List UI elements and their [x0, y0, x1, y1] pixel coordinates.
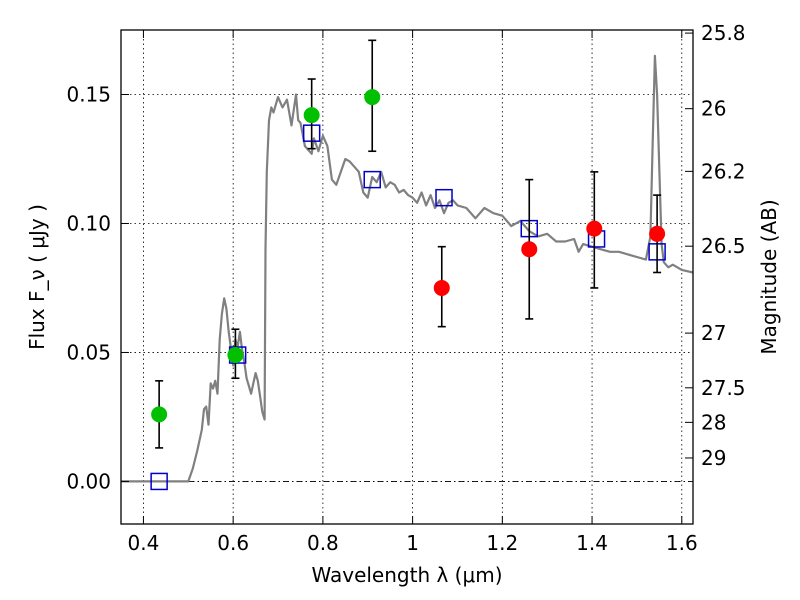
- x-tick-label: 0.6: [217, 531, 249, 555]
- y-right-tick-label: 26.2: [701, 159, 746, 183]
- y-tick-label: 0.00: [66, 469, 111, 493]
- model-square-point: [363, 170, 381, 189]
- y-right-tick-label: 27.5: [701, 376, 746, 400]
- data-point: [649, 225, 666, 242]
- y-right-tick-label: 26: [701, 97, 726, 121]
- y-tick-label: 0.05: [66, 340, 111, 364]
- y-right-tick-label: 26.5: [701, 234, 746, 258]
- data-point: [521, 241, 538, 258]
- model-square-point: [435, 188, 453, 207]
- y-right-tick-label: 25.8: [701, 21, 746, 45]
- model-spectrum-line: [121, 54, 694, 483]
- x-tick-label: 0.4: [128, 531, 160, 555]
- x-tick-label: 1.2: [486, 531, 518, 555]
- data-point: [364, 89, 381, 106]
- plot-series: [121, 39, 694, 491]
- plot-frame: [120, 29, 694, 525]
- axis-ticks: 0.4 0.6 0.8 1 1.2 1.4 1.6 0.00 0.05 0.10 0.15 25.8 2…: [66, 21, 745, 555]
- x-axis-label: Wavelength λ (μm): [311, 563, 502, 587]
- y-right-tick-label: 27: [701, 321, 726, 345]
- y-right-tick-label: 28: [701, 410, 726, 434]
- data-point: [151, 406, 168, 423]
- y-right-tick-label: 29: [701, 446, 726, 470]
- data-point: [586, 220, 603, 237]
- x-tick-label: 1.4: [576, 531, 608, 555]
- x-tick-label: 1.6: [666, 531, 698, 555]
- data-point: [227, 347, 244, 364]
- y-tick-label: 0.15: [66, 82, 111, 106]
- y-axis-right-label: Magnitude (AB): [757, 199, 781, 354]
- y-axis-label: Flux F_ν ( μJy ): [25, 204, 49, 350]
- data-point: [433, 279, 450, 296]
- data-point: [303, 107, 320, 124]
- x-tick-label: 1: [406, 531, 419, 555]
- y-tick-label: 0.10: [66, 211, 111, 235]
- grid-lines: [121, 30, 693, 524]
- model-square-point: [150, 472, 168, 491]
- x-tick-label: 0.8: [307, 531, 339, 555]
